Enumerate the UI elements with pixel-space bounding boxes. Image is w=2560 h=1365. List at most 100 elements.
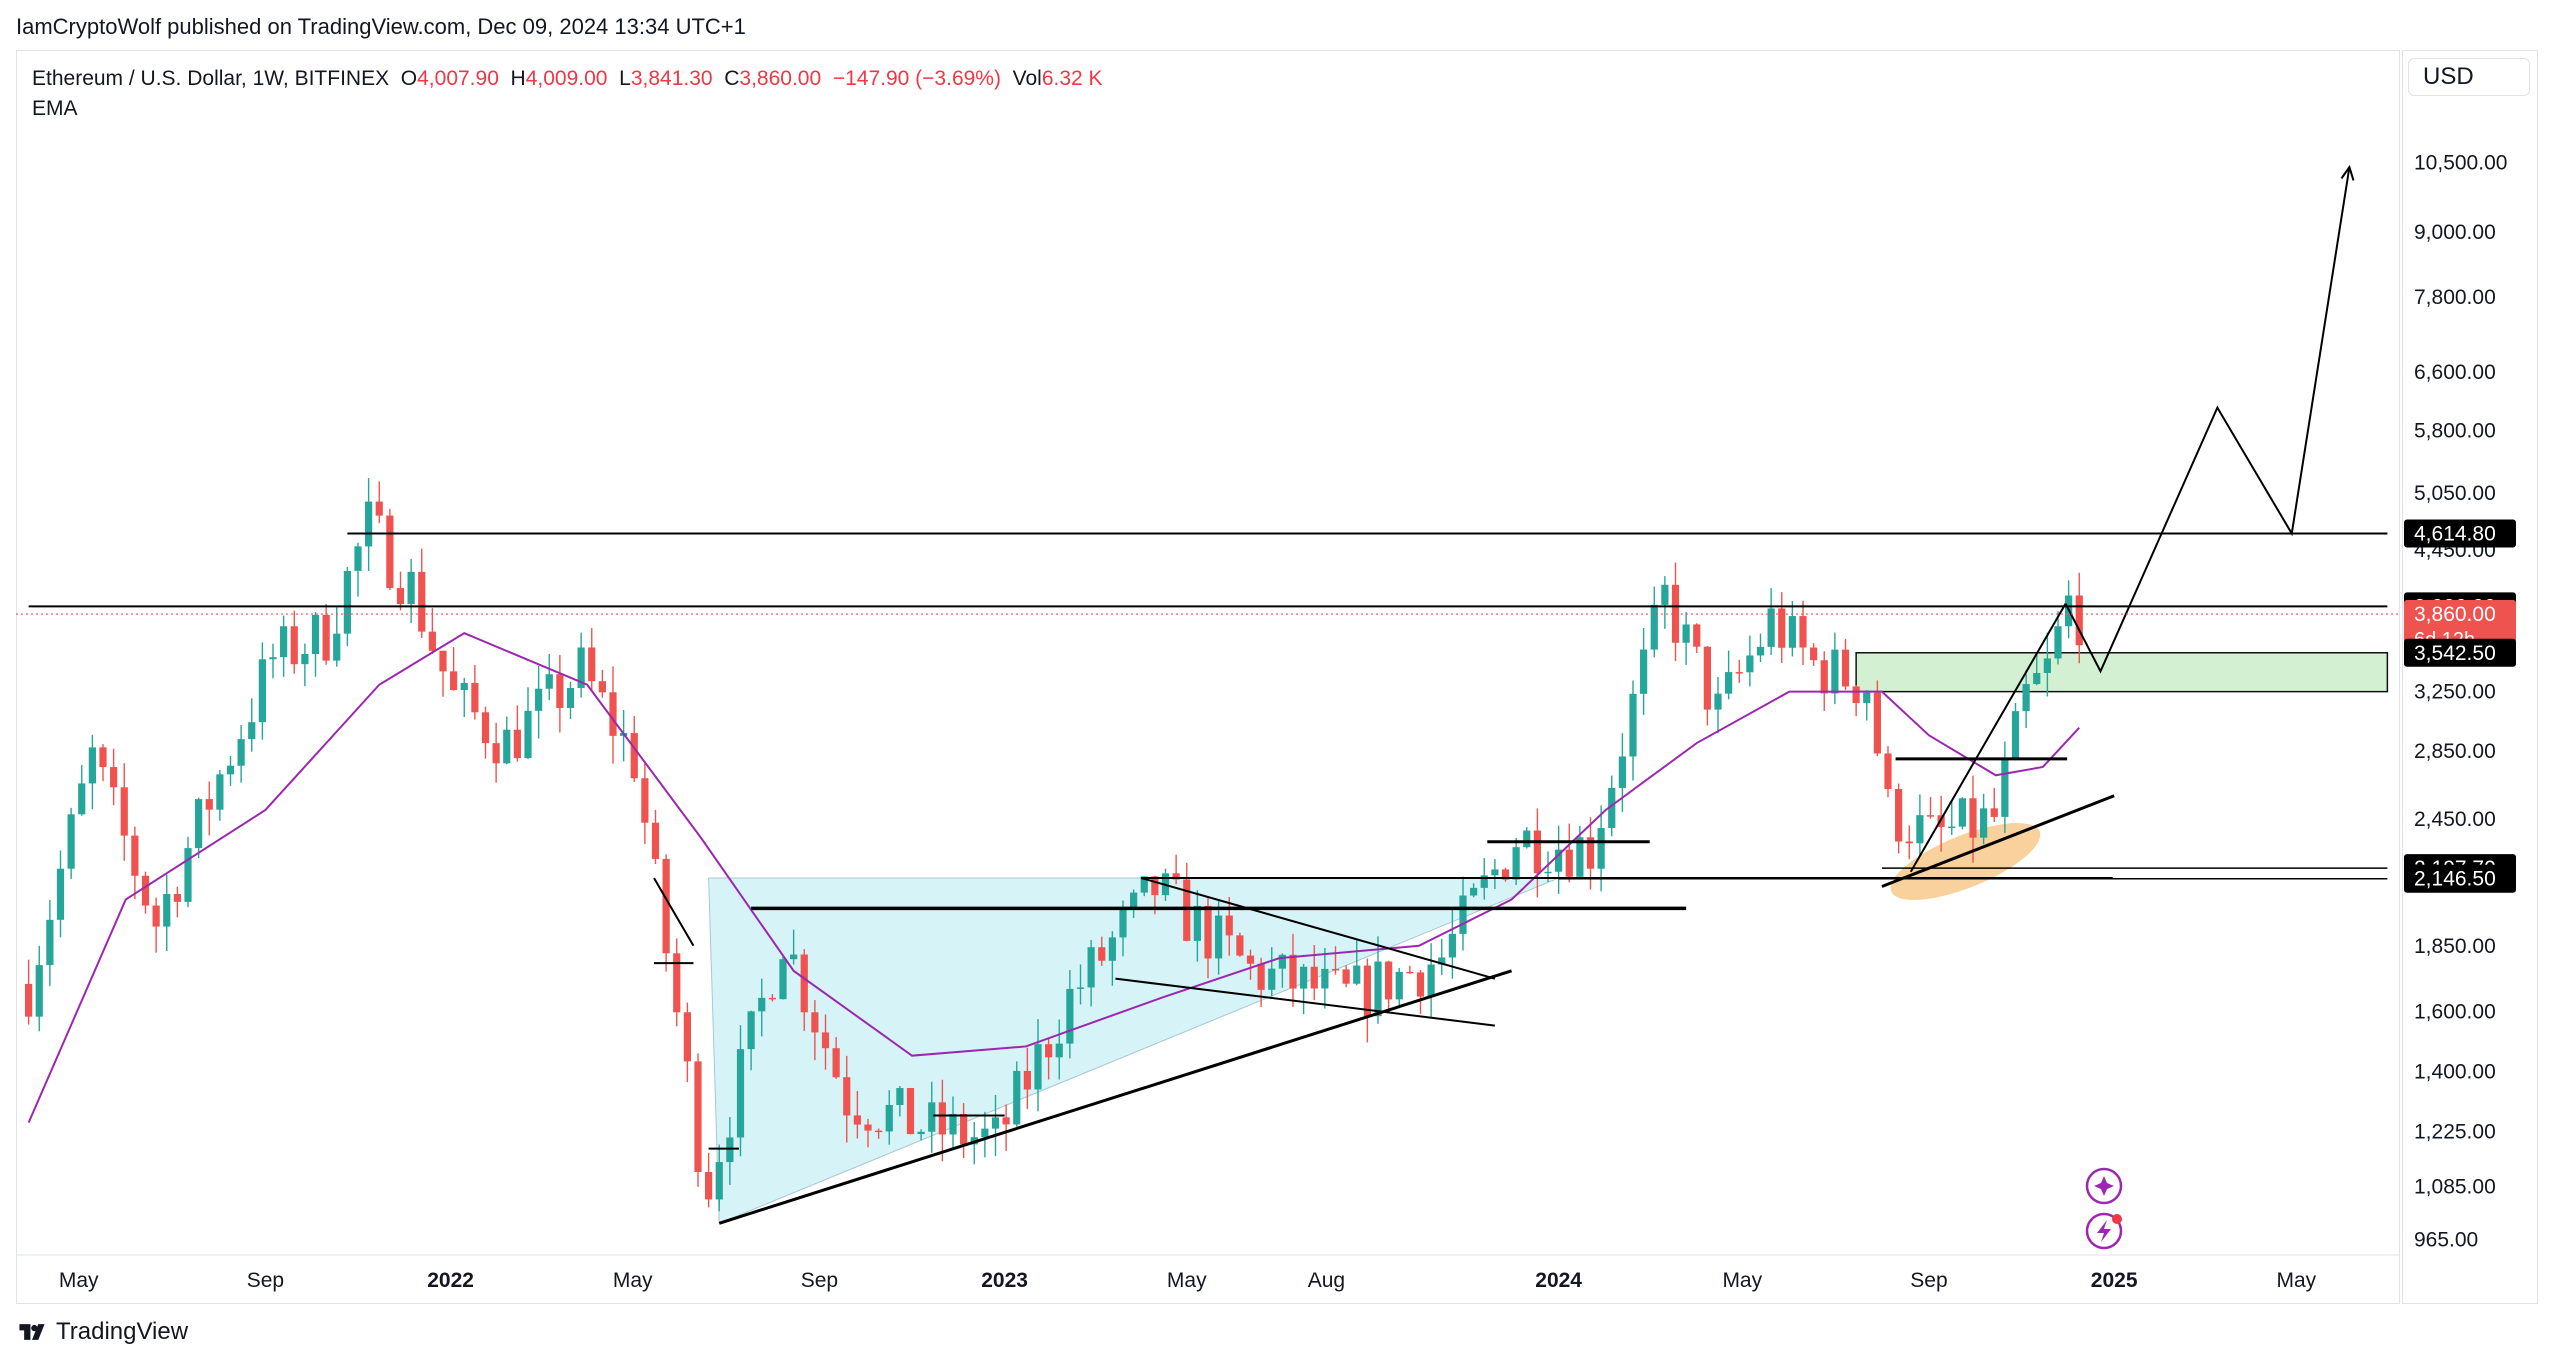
y-tick-label: 1,400.00 bbox=[2414, 1061, 2496, 1084]
candle-body bbox=[78, 783, 86, 815]
candle-body bbox=[1204, 905, 1212, 959]
candle bbox=[1820, 651, 1828, 711]
candle-body bbox=[35, 965, 43, 1017]
low-value: 3,841.30 bbox=[630, 67, 713, 90]
x-tick-label: May bbox=[59, 1269, 99, 1292]
candle bbox=[1045, 1037, 1053, 1080]
change-value: −147.90 (−3.69%) bbox=[832, 67, 1001, 90]
candle bbox=[46, 899, 54, 986]
candle-body bbox=[1491, 869, 1499, 876]
candle bbox=[662, 854, 670, 972]
candle bbox=[683, 1002, 691, 1083]
candle bbox=[450, 647, 458, 691]
highlight-ellipse bbox=[1890, 823, 2041, 900]
y-tick-label: 1,850.00 bbox=[2414, 935, 2496, 958]
x-tick-label: 2022 bbox=[427, 1269, 474, 1292]
candle bbox=[906, 1087, 915, 1135]
wedge-upper-line bbox=[1140, 877, 1496, 980]
x-tick-label: Sep bbox=[247, 1269, 284, 1292]
candle-body bbox=[1544, 871, 1552, 874]
candle bbox=[1544, 851, 1552, 882]
candle bbox=[1427, 943, 1435, 1017]
candle-body bbox=[928, 1102, 936, 1132]
candle bbox=[736, 1025, 745, 1157]
candle-body bbox=[864, 1124, 872, 1131]
high-value: 4,009.00 bbox=[525, 67, 608, 90]
price-scale[interactable] bbox=[2402, 50, 2538, 1304]
ascending-support-line bbox=[718, 969, 1513, 1225]
candle bbox=[1470, 883, 1478, 898]
open-value: 4,007.90 bbox=[417, 67, 499, 90]
candle bbox=[418, 548, 426, 639]
candle-body bbox=[333, 633, 341, 661]
candle-body bbox=[407, 571, 415, 605]
candle-body bbox=[991, 1117, 1000, 1129]
candle bbox=[1926, 796, 1935, 819]
candle bbox=[481, 706, 490, 759]
candle bbox=[1385, 960, 1393, 1013]
candle bbox=[790, 929, 798, 965]
candle-body bbox=[290, 626, 298, 665]
candle-body bbox=[1512, 847, 1520, 880]
candle-body bbox=[2022, 684, 2030, 712]
candle-body bbox=[481, 712, 490, 744]
currency-button[interactable]: USD bbox=[2408, 58, 2530, 96]
candle bbox=[1831, 632, 1839, 705]
candle-body bbox=[110, 767, 118, 788]
candle bbox=[715, 1144, 723, 1212]
candle bbox=[1416, 969, 1425, 1014]
candle-body bbox=[1193, 905, 1201, 941]
candle bbox=[1948, 801, 1956, 835]
candle-body bbox=[1756, 646, 1765, 656]
candle-body bbox=[1066, 988, 1074, 1044]
candle bbox=[301, 643, 309, 687]
symbol-title[interactable]: Ethereum / U.S. Dollar, 1W, BITFINEX bbox=[32, 67, 390, 90]
ema-line bbox=[27, 632, 2080, 1124]
candle bbox=[1278, 953, 1286, 988]
candle bbox=[311, 611, 320, 677]
candle bbox=[1023, 1047, 1031, 1110]
candle-body bbox=[513, 729, 521, 759]
candle bbox=[290, 610, 298, 674]
candle bbox=[832, 1037, 840, 1079]
candle bbox=[226, 755, 235, 786]
candle bbox=[896, 1086, 904, 1117]
candle bbox=[1395, 968, 1403, 1009]
candle bbox=[1788, 600, 1796, 657]
candle-body bbox=[280, 626, 288, 658]
candle-body bbox=[885, 1104, 893, 1132]
candle-body bbox=[471, 682, 479, 713]
volume-value: 6.32 K bbox=[1041, 67, 1103, 90]
candle-body bbox=[152, 905, 160, 927]
candle-body bbox=[736, 1049, 745, 1138]
candle-body bbox=[503, 729, 511, 764]
candle bbox=[428, 608, 436, 654]
candle bbox=[1895, 783, 1903, 854]
candle-body bbox=[938, 1102, 946, 1135]
candle bbox=[1863, 690, 1871, 721]
y-tick-label: 1,085.00 bbox=[2414, 1175, 2496, 1198]
candle-body bbox=[1470, 887, 1478, 896]
candle-body bbox=[1172, 873, 1180, 880]
candle bbox=[386, 508, 394, 591]
candle-body bbox=[1980, 808, 1988, 838]
candle bbox=[439, 650, 447, 697]
candle-body bbox=[981, 1128, 989, 1138]
candle-body bbox=[2054, 626, 2062, 659]
candle bbox=[1013, 1061, 1021, 1127]
candle bbox=[1671, 562, 1680, 661]
candle bbox=[917, 1129, 925, 1141]
chart-pane[interactable] bbox=[16, 50, 2400, 1304]
x-tick-label: 2024 bbox=[1535, 1269, 1582, 1292]
projection-arrowhead bbox=[2340, 164, 2355, 181]
y-tick-label: 1,600.00 bbox=[2414, 1000, 2496, 1023]
notification-dot bbox=[2112, 1214, 2122, 1224]
candle-body bbox=[1002, 1117, 1010, 1125]
footer-brand[interactable]: TradingView bbox=[16, 1318, 188, 1346]
candle-body bbox=[99, 747, 107, 768]
indicator-ema-label[interactable]: EMA bbox=[32, 97, 78, 120]
candle bbox=[598, 669, 606, 698]
candle bbox=[1810, 643, 1818, 666]
candle bbox=[1374, 936, 1382, 1024]
candle-body bbox=[2001, 759, 2009, 817]
